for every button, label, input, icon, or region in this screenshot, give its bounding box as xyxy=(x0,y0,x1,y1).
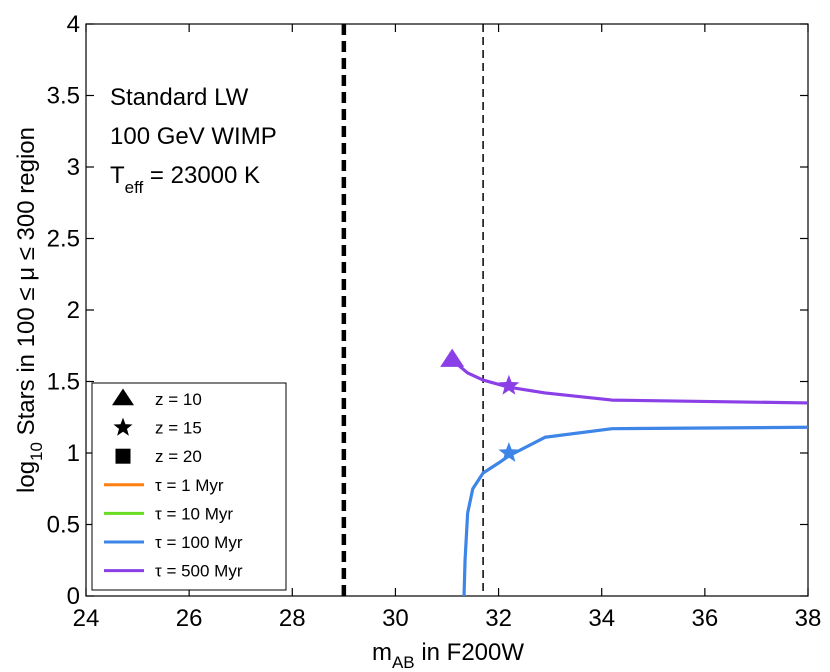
legend-entry-label: τ = 10 Myr xyxy=(155,504,233,523)
annotation-line2: 100 GeV WIMP xyxy=(110,123,277,150)
reference-lines xyxy=(341,24,484,596)
x-axis-label-sub: AB xyxy=(392,653,415,672)
legend-box xyxy=(91,382,287,591)
legend-triangle-icon xyxy=(112,388,134,406)
legend-star-icon xyxy=(113,417,133,436)
y-tick-label: 3.5 xyxy=(47,83,80,110)
annotation-line3-rest: = 23000 K xyxy=(143,162,260,189)
series-line xyxy=(451,358,809,405)
y-axis-label-rest: Stars in 100 ≤ μ ≤ 300 region xyxy=(13,127,40,442)
legend-square-icon xyxy=(115,448,131,464)
x-tick-label: 38 xyxy=(795,605,822,632)
triangle-marker xyxy=(440,348,465,367)
x-axis-label-rest: in F200W xyxy=(415,639,525,666)
annotation-line1: Standard LW xyxy=(110,84,249,111)
legend-entry-label: z = 10 xyxy=(155,390,202,409)
y-tick-label: 1 xyxy=(67,440,80,467)
x-tick-label: 30 xyxy=(382,605,409,632)
x-tick-label: 36 xyxy=(692,605,719,632)
series-lines xyxy=(451,358,809,597)
annotation-line3-sub: eff xyxy=(125,178,144,197)
legend-entry-label: z = 15 xyxy=(155,419,202,438)
annotation-line3-pre: T xyxy=(110,162,125,189)
y-axis-label: log10 Stars in 100 ≤ μ ≤ 300 region xyxy=(13,127,46,493)
y-tick-label: 2 xyxy=(67,297,80,324)
y-tick-label: 0.5 xyxy=(47,512,80,539)
y-tick-label: 3 xyxy=(67,154,80,181)
x-tick-label: 26 xyxy=(176,605,203,632)
y-tick-label: 1.5 xyxy=(47,369,80,396)
star-marker xyxy=(498,374,520,395)
x-tick-label: 32 xyxy=(485,605,512,632)
legend-entry-label: τ = 1 Myr xyxy=(155,476,224,495)
ticks: 24 26 28 30 32 34 36 38 0 0.5 1 1.5 2 2.5 3 3.5 4 xyxy=(47,11,822,632)
x-tick-label: 28 xyxy=(279,605,306,632)
legend-entry-label: τ = 500 Myr xyxy=(155,562,243,581)
legend: z = 10 z = 15 z = 20 τ = 1 Myr τ = 10 Myr τ =… xyxy=(91,382,287,591)
star-marker xyxy=(498,442,520,462)
x-tick-label: 34 xyxy=(588,605,615,632)
legend-entries: z = 10 z = 15 z = 20 τ = 1 Myr τ = 10 Myr τ =… xyxy=(104,388,243,581)
legend-entry-label: τ = 100 Myr xyxy=(155,533,243,552)
series-markers xyxy=(440,348,520,462)
y-tick-label: 4 xyxy=(67,11,80,38)
legend-entry-label: z = 20 xyxy=(155,447,202,466)
series-line xyxy=(462,425,809,597)
annotation-line3: Teff = 23000 K xyxy=(110,162,260,197)
y-axis-label-pre: log xyxy=(13,461,40,493)
x-axis-label-main: m xyxy=(372,639,392,666)
x-tick-label: 24 xyxy=(73,605,100,632)
y-tick-label: 2.5 xyxy=(47,226,80,253)
y-axis-label-sub: 10 xyxy=(27,442,46,461)
y-tick-label: 0 xyxy=(67,583,80,610)
x-axis-label: mAB in F200W xyxy=(372,639,524,672)
